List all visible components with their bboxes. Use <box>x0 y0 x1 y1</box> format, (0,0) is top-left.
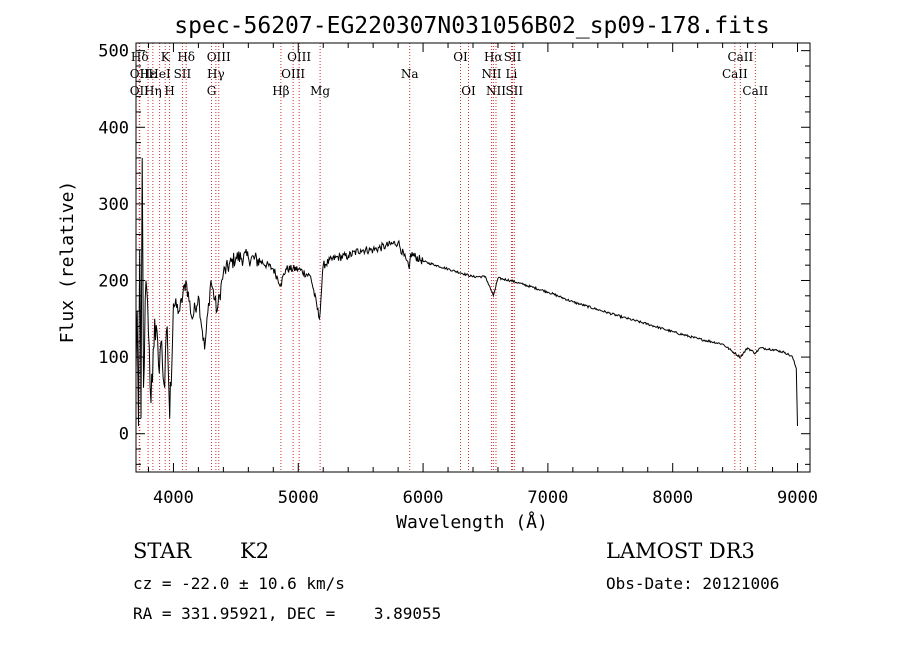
line-marker-label: HeI <box>148 67 171 81</box>
x-axis-ticks: 4000 5000 6000 7000 8000 9000 <box>147 43 818 508</box>
line-marker-label: Na <box>401 67 419 81</box>
line-marker-label: OII <box>130 84 150 98</box>
line-marker-label: Hδ <box>177 50 195 64</box>
line-marker-label: OIII <box>207 50 231 64</box>
y-tick-label: 200 <box>98 271 129 291</box>
coordinates: RA = 331.95921, DEC = 3.89055 <box>133 604 442 623</box>
y-tick-label: 0 <box>119 425 129 445</box>
line-marker-label: SII <box>174 67 192 81</box>
x-tick-label: 9000 <box>777 488 818 508</box>
line-marker-label: Hα <box>484 50 503 64</box>
x-tick-label: 7000 <box>527 488 568 508</box>
line-marker-label: SII <box>505 84 523 98</box>
y-axis-ticks: 0 100 200 300 400 500 <box>98 42 810 465</box>
line-marker-label: Hβ <box>272 84 289 98</box>
line-marker-label: OI <box>453 50 468 64</box>
y-tick-label: 100 <box>98 348 129 368</box>
line-marker-label: K <box>161 50 171 64</box>
observation-date: Obs-Date: 20121006 <box>606 574 780 593</box>
line-marker-label: Hγ <box>207 67 225 81</box>
x-tick-label: 5000 <box>278 488 319 508</box>
line-marker-label: OII <box>130 67 150 81</box>
line-marker-label: Li <box>506 67 518 81</box>
x-tick-label: 6000 <box>403 488 444 508</box>
emission-line-markers <box>138 43 756 472</box>
y-axis-label: Flux (relative) <box>57 181 78 344</box>
line-marker-label: SII <box>504 50 522 64</box>
line-marker-label: H <box>164 84 174 98</box>
line-marker-label: Hε <box>140 67 157 81</box>
y-tick-label: 300 <box>98 195 129 215</box>
x-tick-label: 8000 <box>652 488 693 508</box>
line-marker-label: OI <box>461 84 476 98</box>
x-axis-label: Wavelength (Å) <box>396 511 548 533</box>
survey-name: LAMOST DR3 <box>606 539 755 563</box>
spectrum-series-line <box>135 157 798 427</box>
x-tick-label: 4000 <box>153 488 194 508</box>
line-marker-label: G <box>207 84 217 98</box>
line-marker-label: NII <box>481 67 501 81</box>
chart-title: spec-56207-EG220307N031056B02_sp09-178.f… <box>174 13 769 39</box>
redshift-cz: cz = -22.0 ± 10.6 km/s <box>133 574 345 593</box>
line-marker-label: CaII <box>727 50 753 64</box>
line-marker-label: Hη <box>144 84 162 98</box>
y-tick-label: 400 <box>98 118 129 138</box>
object-subclass: K2 <box>240 539 270 563</box>
y-tick-label: 500 <box>98 42 129 62</box>
line-marker-label: CaII <box>722 67 748 81</box>
object-class: STAR <box>133 539 192 563</box>
line-marker-label: CaII <box>742 84 768 98</box>
line-marker-label: OIII <box>281 67 305 81</box>
line-marker-label: NII <box>486 84 506 98</box>
line-marker-label: Mg <box>310 84 330 98</box>
line-marker-label: OIII <box>287 50 311 64</box>
line-marker-label: Hδ <box>131 50 149 64</box>
